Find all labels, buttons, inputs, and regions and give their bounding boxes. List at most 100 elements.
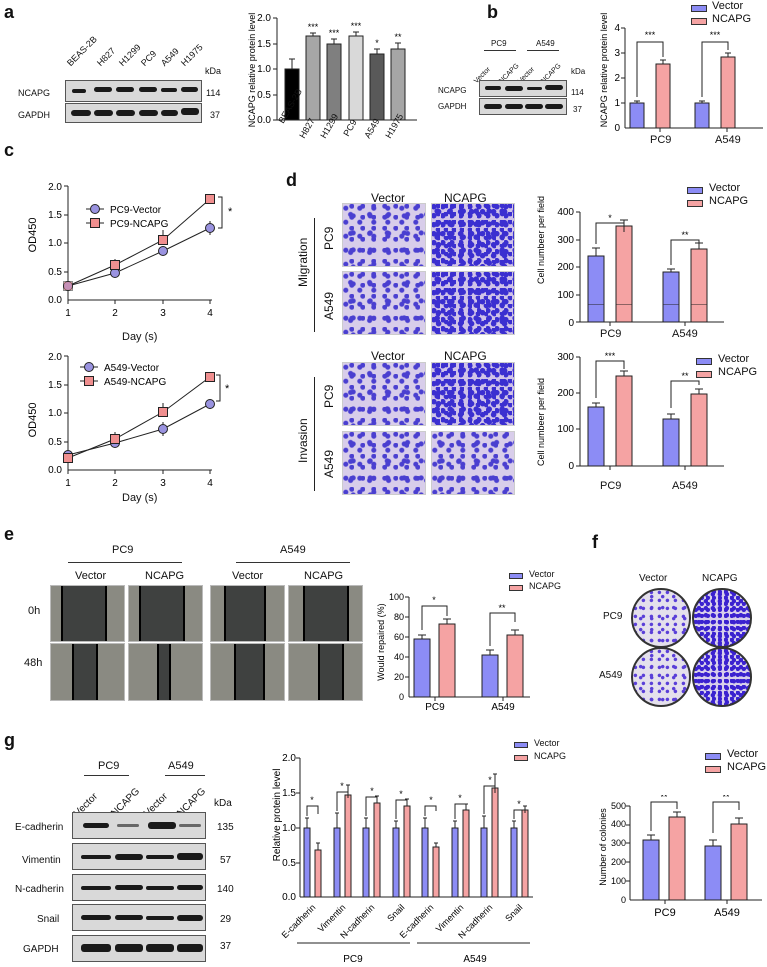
- micrograph: [342, 203, 426, 267]
- panel-label-b: b: [487, 2, 498, 22]
- group-label: PC9: [98, 760, 120, 772]
- row-label: A549: [322, 291, 336, 320]
- blot-strip-vimentin: [72, 843, 206, 870]
- svg-text:80: 80: [394, 612, 404, 622]
- column-label: Vector: [371, 191, 406, 205]
- micrograph: [342, 362, 426, 426]
- svg-text:PC9: PC9: [425, 702, 445, 710]
- svg-text:**: **: [722, 795, 730, 802]
- lane-label: H1975: [178, 42, 205, 68]
- colony-plate: [631, 647, 691, 707]
- column-label: Vector: [371, 349, 406, 363]
- legend-swatch-ncapg: [691, 18, 707, 25]
- wound-image: [128, 585, 203, 642]
- panel-label-c: c: [4, 140, 15, 160]
- svg-text:300: 300: [611, 838, 626, 848]
- svg-text:1.0: 1.0: [48, 238, 62, 249]
- group-label: PC9: [491, 39, 507, 48]
- blot-row-label: GAPDH: [438, 102, 467, 111]
- wound-image: [288, 585, 363, 642]
- svg-text:0.5: 0.5: [48, 437, 62, 448]
- svg-text:***: ***: [329, 28, 340, 38]
- kda-label: kDa: [571, 67, 586, 76]
- svg-text:3: 3: [160, 308, 166, 319]
- svg-text:**: **: [498, 603, 506, 613]
- blot-strip-e-cadherin: [72, 812, 206, 839]
- svg-text:*: *: [225, 383, 230, 395]
- row-label: PC9: [322, 384, 336, 408]
- column-label: NCAPG: [702, 573, 738, 584]
- svg-text:300: 300: [557, 235, 574, 246]
- chart-b: NCAPG relative protein level 4 3 2 1 0 *…: [599, 13, 763, 134]
- kda-value: 114: [206, 88, 221, 98]
- svg-text:0: 0: [568, 461, 574, 472]
- svg-text:2: 2: [112, 308, 118, 319]
- legend-label: PC9-Vector: [110, 205, 162, 216]
- y-axis-label: Would repaired (%): [376, 603, 386, 680]
- svg-text:**: **: [681, 371, 689, 381]
- svg-text:*: *: [399, 789, 403, 799]
- group-label: A549: [536, 39, 555, 48]
- svg-text:3: 3: [614, 48, 620, 59]
- svg-text:*: *: [517, 799, 521, 809]
- svg-text:1.0: 1.0: [282, 823, 296, 834]
- svg-text:*: *: [370, 786, 374, 796]
- micrograph: [431, 203, 515, 267]
- blot-row-label: GAPDH: [18, 110, 51, 120]
- row-label: 0h: [28, 605, 41, 617]
- svg-text:***: ***: [605, 351, 616, 361]
- micrograph: [342, 271, 426, 335]
- svg-text:100: 100: [611, 876, 626, 886]
- legend-label: A549-NCAPG: [104, 377, 166, 388]
- y-axis-label: NCAPG relative protein level: [247, 13, 257, 128]
- svg-text:*: *: [310, 795, 314, 805]
- svg-text:1.5: 1.5: [282, 788, 296, 799]
- legend-label: A549-Vector: [104, 363, 160, 374]
- y-axis-label: Cell numbeer per field: [536, 196, 546, 284]
- panel-label-f: f: [592, 532, 598, 552]
- lane-label: BEAS-2B: [64, 34, 99, 68]
- chart-c-bottom: OD450 2.0 1.5 1.0 0.5 0.0 * A549-Vector …: [27, 352, 230, 489]
- wound-image: [210, 643, 285, 701]
- column-label: NCAPG: [444, 191, 487, 205]
- kda-value: 114: [571, 88, 584, 97]
- svg-text:**: **: [681, 230, 689, 240]
- svg-text:0.0: 0.0: [257, 115, 271, 126]
- svg-text:500: 500: [611, 801, 626, 811]
- svg-text:Snail: Snail: [503, 902, 524, 923]
- svg-text:60: 60: [394, 632, 404, 642]
- wound-image: [210, 585, 285, 642]
- lane-label: A549: [158, 46, 181, 68]
- blot-strip-n-cadherin: [72, 874, 206, 901]
- row-label: A549: [599, 670, 623, 681]
- column-label: NCAPG: [444, 349, 487, 363]
- legend-label: PC9-NCAPG: [110, 219, 169, 230]
- legend-swatch-vector: [691, 5, 707, 12]
- svg-text:1: 1: [65, 478, 71, 489]
- micrograph: [342, 431, 426, 495]
- blot-row-label: NCAPG: [438, 86, 467, 95]
- svg-text:*: *: [340, 781, 344, 791]
- svg-text:0: 0: [568, 318, 574, 329]
- panel-label-d: d: [286, 170, 297, 190]
- svg-text:***: ***: [645, 30, 656, 40]
- blot-strip-gapdh: [479, 98, 567, 115]
- wound-image: [50, 643, 125, 701]
- svg-text:A549: A549: [463, 954, 487, 965]
- panel-label-g: g: [4, 730, 15, 750]
- svg-text:4: 4: [207, 478, 213, 489]
- svg-text:*: *: [432, 595, 436, 605]
- svg-text:*: *: [228, 206, 233, 218]
- colony-plate: [631, 588, 691, 648]
- svg-text:***: ***: [710, 30, 721, 40]
- svg-text:1.0: 1.0: [48, 408, 62, 419]
- svg-text:200: 200: [557, 262, 574, 273]
- blot-strip-snail: [72, 904, 206, 931]
- colony-plate: [692, 588, 752, 648]
- svg-text:1.5: 1.5: [48, 380, 62, 391]
- wound-image: [288, 643, 363, 701]
- svg-text:200: 200: [611, 857, 626, 867]
- svg-text:1: 1: [65, 308, 71, 319]
- svg-text:1.5: 1.5: [257, 39, 271, 50]
- blot-strip-ncapg: [65, 80, 202, 102]
